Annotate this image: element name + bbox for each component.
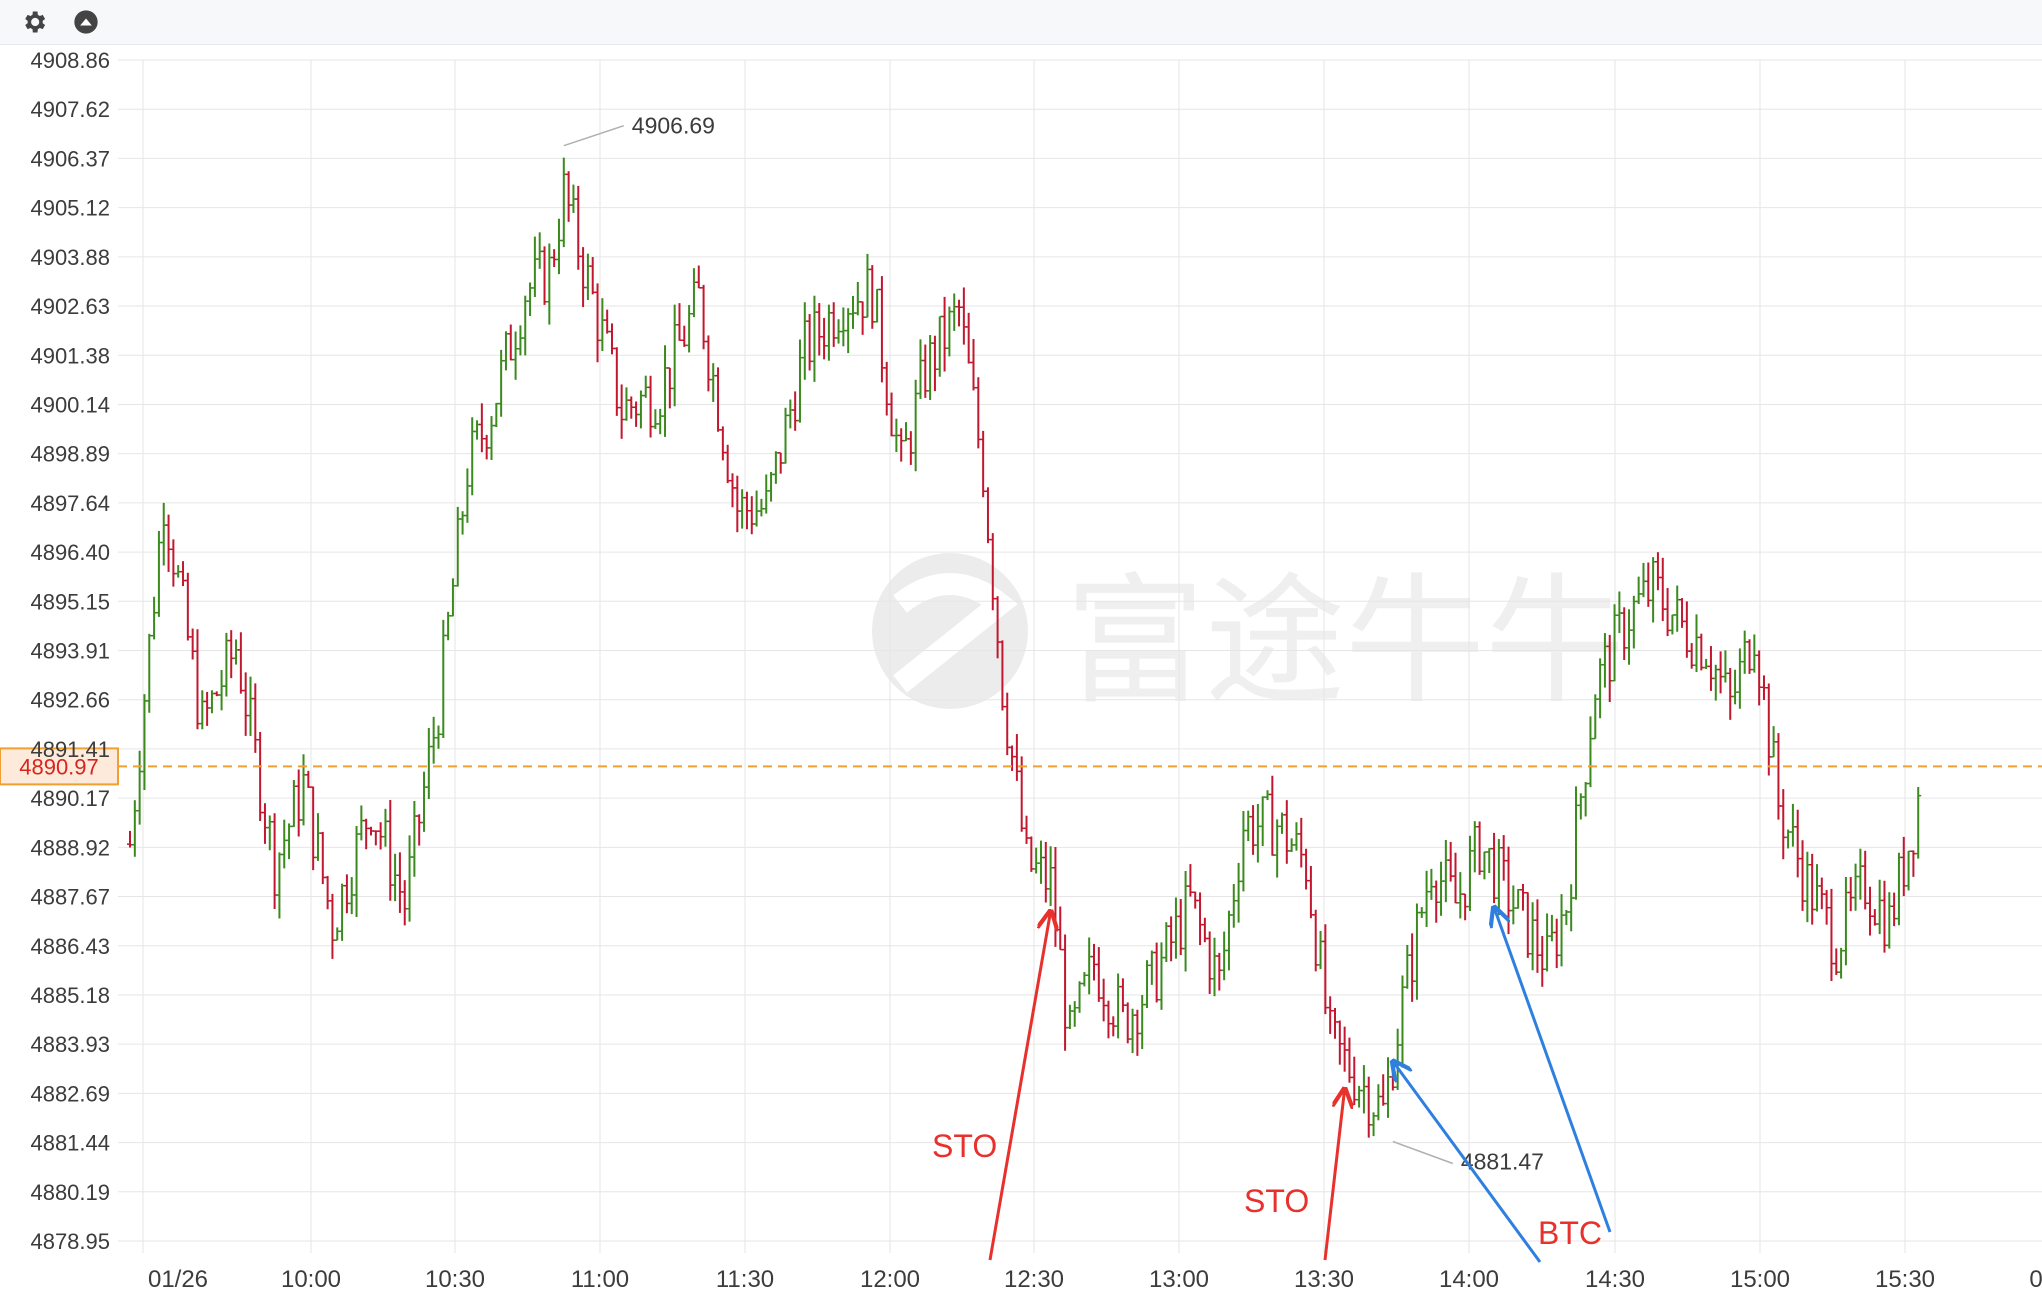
y-tick-label: 4897.64 [30,491,110,516]
x-tick-label: 13:30 [1294,1266,1354,1293]
candlestick-chart: 富途牛牛 4890.97 4908.86 4907.62 4906.37 4905.1… [0,48,2042,1293]
x-tick-label: 14:00 [1439,1266,1499,1293]
low-callout-label: 4881.47 [1461,1148,1544,1174]
sto-label-2: STO [1244,1183,1309,1219]
y-tick-label: 4906.37 [30,146,110,171]
futu-logo-icon [872,553,1028,709]
y-tick-label: 4908.86 [30,48,110,73]
btc-arrow-2 [1494,907,1612,1233]
current-price-line-group: 4890.97 [0,747,2042,786]
callouts: 4906.69 4881.47 [563,113,1544,1174]
x-tick-label: 12:30 [1004,1266,1064,1293]
y-tick-label: 4898.89 [30,442,110,467]
y-tick-label: 4880.19 [30,1180,110,1205]
y-tick-label: 4888.92 [30,835,110,860]
y-tick-label: 4881.44 [30,1131,110,1156]
x-tick-label: 11:00 [571,1266,629,1293]
y-tick-label: 4878.95 [30,1229,110,1254]
price-bars [127,157,1922,1138]
y-tick-label: 4901.38 [30,343,110,368]
y-tick-label: 4902.63 [30,294,110,319]
watermark: 富途牛牛 [872,553,1625,724]
sto-label-1: STO [932,1128,997,1164]
high-callout-line [563,124,625,147]
x-tick-label: 10:30 [425,1266,485,1293]
x-tick-label: 15:00 [1730,1266,1790,1293]
y-tick-label: 4892.66 [30,688,110,713]
x-tick-label: 12:00 [860,1266,920,1293]
grid [118,59,2042,1253]
x-tick-label: 13:00 [1149,1266,1209,1293]
high-callout-label: 4906.69 [632,113,715,139]
y-tick-label: 4883.93 [30,1032,110,1057]
y-tick-label: 4891.41 [30,737,110,762]
x-tick-label: 0 [2029,1266,2042,1293]
sto-arrow-2 [1323,1089,1345,1261]
y-tick-label: 4903.88 [30,245,110,270]
x-tick-label: 15:30 [1875,1266,1935,1293]
y-tick-label: 4885.18 [30,983,110,1008]
low-callout-line [1392,1140,1454,1165]
watermark-text: 富途牛牛 [1065,561,1625,724]
x-tick-label: 01/26 [148,1266,208,1293]
x-tick-label: 11:30 [716,1266,774,1293]
btc-arrow-1 [1393,1061,1542,1263]
y-tick-label: 4887.67 [30,885,110,910]
y-tick-label: 4886.43 [30,934,110,959]
collapse-up-icon[interactable] [72,8,100,36]
y-tick-label: 4882.69 [30,1081,110,1106]
annotations: STO STO BTC [932,907,1612,1263]
chart-toolbar [0,0,2042,45]
current-price-tag [0,747,119,786]
y-tick-label: 4890.17 [30,786,110,811]
y-tick-label: 4896.40 [30,540,110,565]
x-axis: 01/26 10:00 10:30 11:00 11:30 12:00 12:30 13:00… [148,1266,2042,1293]
y-axis: 4908.86 4907.62 4906.37 4905.12 4903.88 4902.… [30,48,110,1254]
current-price-label: 4890.97 [19,754,99,779]
y-tick-label: 4907.62 [30,97,110,122]
gear-icon[interactable] [20,8,48,36]
sto-arrow-1 [988,911,1051,1261]
y-tick-label: 4895.15 [30,589,110,614]
y-tick-label: 4893.91 [30,639,110,664]
x-tick-label: 10:00 [281,1266,341,1293]
y-tick-label: 4900.14 [30,392,110,417]
y-tick-label: 4905.12 [30,196,110,221]
btc-label: BTC [1538,1215,1602,1251]
x-tick-label: 14:30 [1585,1266,1645,1293]
